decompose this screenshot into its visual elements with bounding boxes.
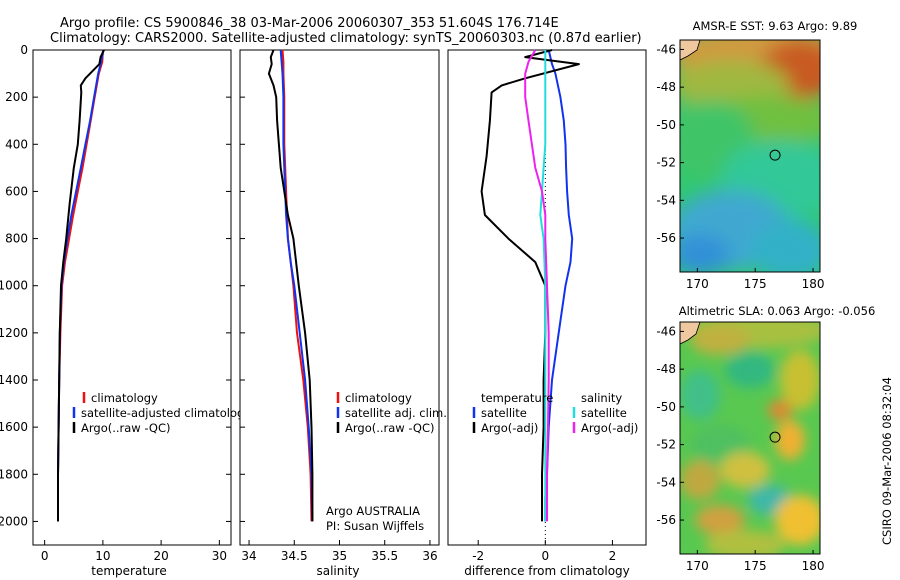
salinity-xlabel: salinity: [316, 564, 359, 578]
legend-argo-label: Argo(..raw -QC): [81, 421, 171, 435]
x-tick-label: 34: [241, 549, 256, 563]
y-tick-label: -52: [656, 438, 676, 452]
legend-climatology-label: climatology: [345, 391, 412, 405]
difference-xlabel: difference from climatology: [464, 564, 630, 578]
series-argo-raw-qc-: [267, 49, 314, 522]
legend-sal-satellite-label: satellite: [581, 406, 627, 420]
series-salinity-argo-adj-: [524, 49, 550, 522]
y-tick-label: 1800: [0, 467, 28, 481]
legend-temperature-title: temperature: [481, 391, 553, 405]
temperature-xlabel: temperature: [91, 564, 166, 578]
y-tick-label: -50: [656, 118, 676, 132]
series-salinity-satellite: [539, 50, 547, 522]
argo-float-marker: [769, 149, 781, 161]
x-tick-label: 0: [542, 549, 550, 563]
sst-map-y-ticks: -46 -48 -50 -52 -54 -56: [656, 42, 684, 245]
y-tick-label: 600: [5, 184, 28, 198]
x-tick-label: 175: [744, 277, 767, 291]
y-tick-label: -48: [656, 80, 676, 94]
salinity-panel: 34 34.5 35 35.5 36 salinity climatology sate…: [239, 49, 447, 578]
sla-map-y-ticks: -46 -48 -50 -52 -54 -56: [656, 324, 684, 527]
y-tick-label: 800: [5, 232, 28, 246]
legend-satellite-label: satellite-adjusted climatology: [81, 406, 251, 420]
y-tick-label: -56: [656, 513, 676, 527]
sst-heatmap: [680, 40, 820, 272]
temperature-y-ticks: 0 200 400 600 800 1000 1200 1400 1600 1800 2000: [0, 43, 231, 528]
x-tick-label: 30: [212, 549, 227, 563]
sla-map-panel: Altimetric SLA: 0.063 Argo: -0.056: [656, 304, 875, 573]
y-tick-label: 400: [5, 137, 28, 151]
temperature-x-ticks: 0 10 20 30: [41, 540, 227, 563]
y-tick-label: 1400: [0, 373, 28, 387]
series-argo-raw-qc-: [57, 49, 105, 522]
x-tick-label: 0: [41, 549, 49, 563]
y-tick-label: -52: [656, 156, 676, 170]
sla-heatmap: [680, 322, 820, 554]
y-tick-label: -50: [656, 400, 676, 414]
legend-sal-argo-label: Argo(-adj): [581, 421, 638, 435]
x-tick-label: 35: [332, 549, 347, 563]
argo-annotation-line1: Argo AUSTRALIA: [326, 504, 420, 518]
temperature-legend: climatology satellite-adjusted climatolo…: [72, 391, 251, 435]
salinity-y-ticks: [240, 49, 245, 522]
sla-map-title: Altimetric SLA: 0.063 Argo: -0.056: [679, 304, 876, 318]
x-tick-label: 34.5: [281, 549, 308, 563]
x-tick-label: 20: [153, 549, 168, 563]
x-tick-label: -2: [472, 549, 484, 563]
x-tick-label: 180: [802, 559, 825, 573]
legend-satellite-label: satellite adj. clim.: [345, 406, 447, 420]
header-line1: Argo profile: CS 5900846_38 03-Mar-2006 …: [60, 16, 559, 31]
legend-temp-satellite-label: satellite: [481, 406, 527, 420]
y-tick-label: -48: [656, 362, 676, 376]
y-tick-label: 2000: [0, 514, 28, 528]
x-tick-label: 170: [686, 277, 709, 291]
x-tick-label: 180: [802, 277, 825, 291]
y-tick-label: -54: [656, 193, 676, 207]
x-tick-label: 175: [744, 559, 767, 573]
sla-map-x-ticks: 170 175 180: [686, 550, 825, 573]
series-temperature-argo-adj-: [480, 49, 580, 522]
difference-legend: temperature salinity satellite Argo(-adj…: [472, 391, 638, 435]
csiro-timestamp: CSIRO 09-Mar-2006 08:32:04: [880, 377, 894, 545]
sst-map-panel: AMSR-E SST: 9.63 Argo: 9.89 -46 -48 -50 -52…: [656, 19, 857, 291]
sst-map-frame: [679, 39, 821, 273]
x-tick-label: 36: [422, 549, 437, 563]
difference-series: [480, 49, 580, 522]
legend-salinity-title: salinity: [581, 391, 622, 405]
temperature-axes-frame: [32, 49, 232, 546]
y-tick-label: -56: [656, 231, 676, 245]
y-tick-label: 1600: [0, 420, 28, 434]
x-tick-label: 35.5: [371, 549, 398, 563]
y-tick-label: 200: [5, 90, 28, 104]
temperature-series: [57, 49, 105, 522]
y-tick-label: -54: [656, 475, 676, 489]
legend-temp-argo-label: Argo(-adj): [481, 421, 538, 435]
legend-climatology-label: climatology: [91, 391, 158, 405]
difference-panel: -2 0 2 difference from climatology tempera…: [447, 49, 647, 578]
x-tick-label: 10: [95, 549, 110, 563]
x-tick-label: 170: [686, 559, 709, 573]
y-tick-label: -46: [656, 42, 676, 56]
y-tick-label: 0: [20, 43, 28, 57]
legend-argo-label: Argo(..raw -QC): [345, 421, 435, 435]
y-tick-label: -46: [656, 324, 676, 338]
sst-map-x-ticks: 170 175 180: [686, 268, 825, 291]
sla-map-frame: [679, 321, 821, 555]
header-line2: Climatology: CARS2000. Satellite-adjuste…: [50, 31, 642, 46]
sst-map-title: AMSR-E SST: 9.63 Argo: 9.89: [693, 19, 858, 33]
salinity-legend: climatology satellite adj. clim. Argo(..…: [336, 391, 447, 435]
y-tick-label: 1000: [0, 279, 28, 293]
series-satellite-adj-clim-: [279, 49, 314, 522]
argo-annotation-line2: PI: Susan Wijffels: [326, 519, 424, 533]
argo-float-marker: [769, 431, 781, 443]
y-tick-label: 1200: [0, 326, 28, 340]
salinity-series: [267, 49, 314, 522]
x-tick-label: 2: [609, 549, 617, 563]
salinity-x-ticks: 34 34.5 35 35.5 36: [241, 540, 438, 563]
temperature-panel: 0 200 400 600 800 1000 1200 1400 1600 1800 2000 0 1…: [0, 43, 251, 578]
salinity-axes-frame: [239, 49, 440, 546]
